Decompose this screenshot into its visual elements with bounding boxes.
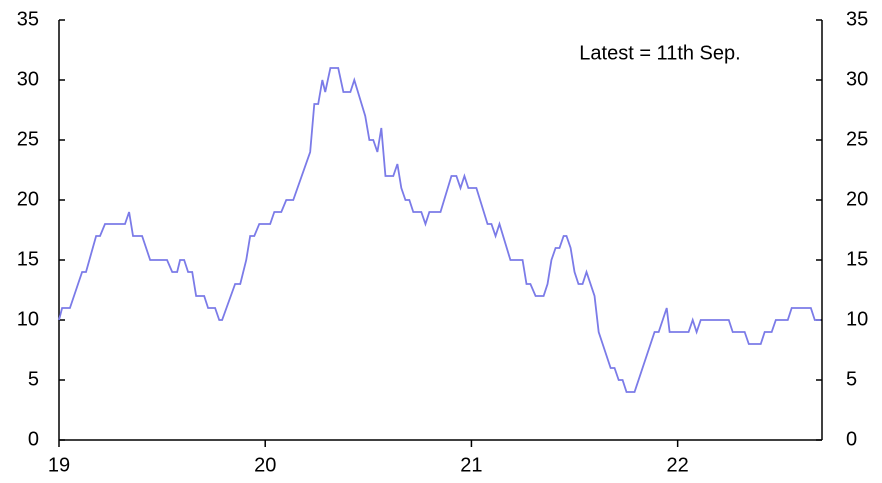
x-tick-label: 22 xyxy=(667,454,689,476)
y2-tick-label: 0 xyxy=(846,428,857,450)
x-tick-label: 21 xyxy=(460,454,482,476)
y-tick-label: 15 xyxy=(17,248,39,270)
annotation: Latest = 11th Sep. xyxy=(579,42,740,64)
y-tick-label: 30 xyxy=(17,68,39,90)
y-tick-label: 5 xyxy=(28,368,39,390)
y2-tick-label: 25 xyxy=(846,128,868,150)
y-tick-label: 20 xyxy=(17,188,39,210)
y2-tick-label: 35 xyxy=(846,8,868,30)
y2-tick-label: 5 xyxy=(846,368,857,390)
y-tick-label: 0 xyxy=(28,428,39,450)
y-tick-label: 10 xyxy=(17,308,39,330)
line xyxy=(58,67,821,393)
y-tick-label: 35 xyxy=(17,8,39,30)
y2-tick-label: 10 xyxy=(846,308,868,330)
y2-tick-label: 20 xyxy=(846,188,868,210)
x-tick-label: 19 xyxy=(48,454,70,476)
y2-tick-label: 15 xyxy=(846,248,868,270)
y2-tick-label: 30 xyxy=(846,68,868,90)
y-tick-label: 25 xyxy=(17,128,39,150)
x-tick-label: 20 xyxy=(254,454,276,476)
